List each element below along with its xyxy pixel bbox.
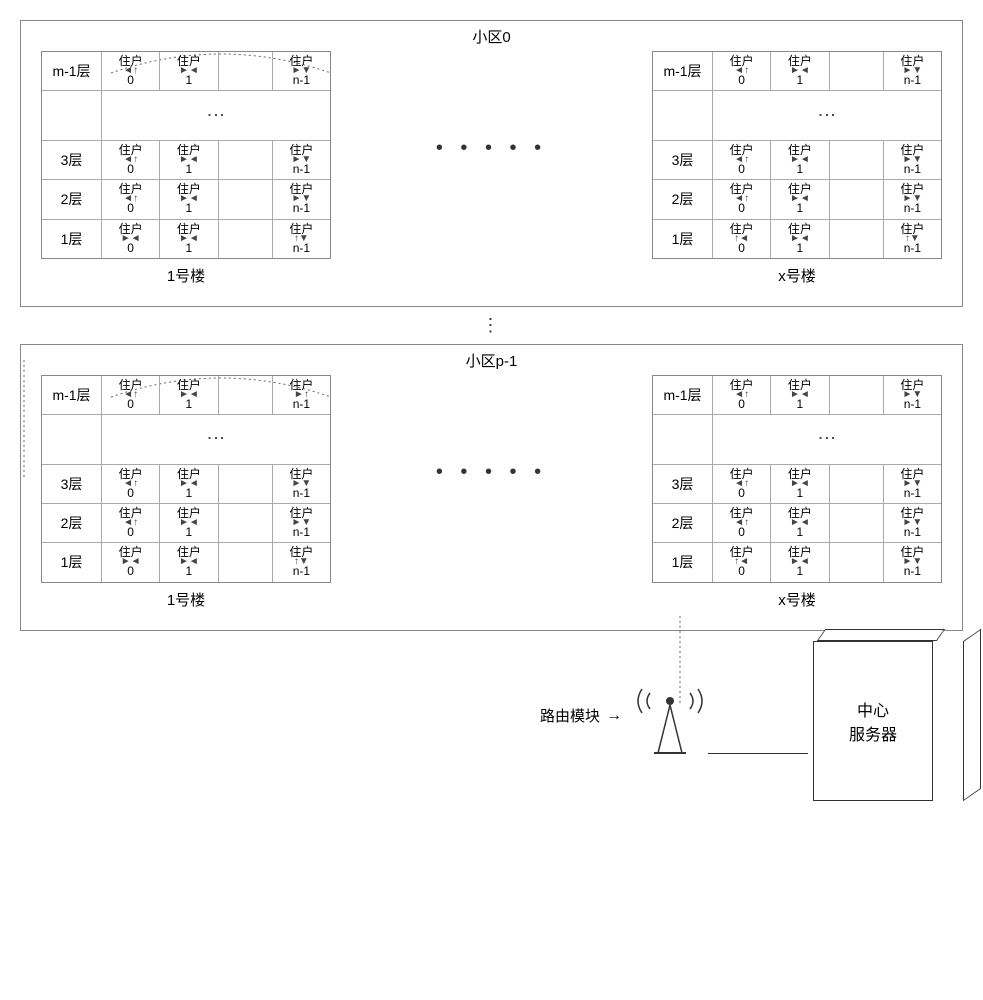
floor-1: 1层 住户►◄0 住户►◄1 住户↑▼n-1 xyxy=(42,219,330,258)
district-0: 小区0 m-1层 住户 ◄↑ 0 住户 ►◄ 1 xyxy=(20,20,963,307)
hdots-icon: • • • • • xyxy=(426,137,557,160)
router-label: 路由模块 xyxy=(540,705,600,726)
district-title-0: 小区0 xyxy=(468,26,514,47)
antenna-icon xyxy=(630,671,710,761)
floor-3: 3层 住户◄↑0 住户►◄1 住户►▼n-1 xyxy=(42,140,330,179)
district-p1: 小区p-1 m-1层 住户◄↑0 住户►◄1 住户►↑n-1 ⋮ 3层 住户 xyxy=(20,344,963,631)
hdots-icon: • • • • • xyxy=(426,461,557,484)
blank-cell xyxy=(219,52,273,90)
building-1-block-p1: m-1层 住户◄↑0 住户►◄1 住户►↑n-1 ⋮ 3层 住户◄↑0 住户►◄… xyxy=(41,375,331,610)
server-3d-side xyxy=(963,628,981,801)
building-name-x: x号楼 xyxy=(778,265,816,286)
floor-label-m1: m-1层 xyxy=(42,52,102,90)
server-box: 中心 服务器 xyxy=(813,641,933,801)
building-x: m-1层 住户◄↑0 住户►◄1 住户►▼n-1 ⋮ 3层 住户◄↑0 住户►◄… xyxy=(652,51,942,259)
server-3d-top xyxy=(817,629,945,641)
unit-cell: 住户 ►◄ 1 xyxy=(160,52,218,90)
building-name-1: 1号楼 xyxy=(167,265,205,286)
building-1: m-1层 住户 ◄↑ 0 住户 ►◄ 1 xyxy=(41,51,331,259)
unit-cell: 住户 ►▼ n-1 xyxy=(273,52,330,90)
gap-row: ⋮ xyxy=(42,90,330,140)
server: 中心 服务器 xyxy=(813,641,963,811)
bottom-area: 路由模块 → 中心 服务器 xyxy=(20,641,963,841)
router-group: 路由模块 → xyxy=(540,671,710,761)
unit-cell: 住户◄↑0 xyxy=(102,141,160,179)
floor-m1: m-1层 住户 ◄↑ 0 住户 ►◄ 1 xyxy=(42,52,330,90)
connection-line xyxy=(708,753,808,754)
server-label: 中心 服务器 xyxy=(849,697,897,745)
building-1-block: m-1层 住户 ◄↑ 0 住户 ►◄ 1 xyxy=(41,51,331,286)
vdots-between-districts: ⋮ xyxy=(20,315,963,336)
district-title-p1: 小区p-1 xyxy=(462,350,522,371)
building-x-block-p1: m-1层 住户◄↑0 住户►◄1 住户►▼n-1 ⋮ 3层 住户◄↑0 住户►◄… xyxy=(652,375,942,610)
unit-cell: 住户►◄1 xyxy=(160,141,218,179)
unit-cell: 住户 ◄↑ 0 xyxy=(102,52,160,90)
unit-cell: 住户►▼n-1 xyxy=(273,141,330,179)
vdots-icon: ⋮ xyxy=(102,91,330,140)
arrow-right-icon: → xyxy=(606,707,622,725)
building-x-block: m-1层 住户◄↑0 住户►◄1 住户►▼n-1 ⋮ 3层 住户◄↑0 住户►◄… xyxy=(652,51,942,286)
diagram-container: 小区0 m-1层 住户 ◄↑ 0 住户 ►◄ 1 xyxy=(20,20,963,841)
floor-2: 2层 住户◄↑0 住户►◄1 住户►▼n-1 xyxy=(42,179,330,218)
